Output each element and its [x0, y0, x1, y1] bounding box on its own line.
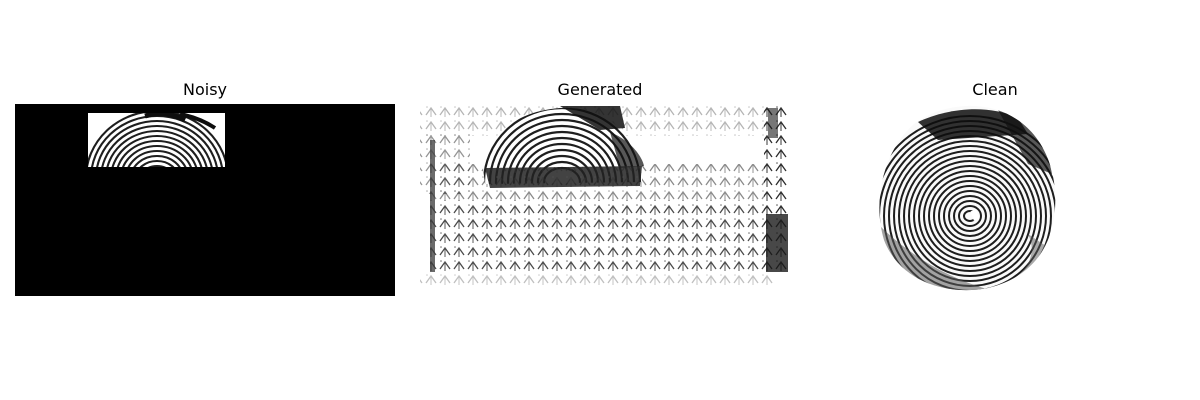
noisy-image	[15, 104, 395, 296]
generated-panel	[410, 104, 790, 296]
clean-image	[878, 104, 1058, 296]
panel-title-clean: Clean	[972, 80, 1018, 99]
panel-title-noisy: Noisy	[182, 80, 227, 99]
noisy-panel	[15, 104, 395, 296]
clean-panel	[878, 104, 1058, 296]
generated-image	[410, 104, 790, 296]
panel-title-generated: Generated	[557, 80, 643, 99]
